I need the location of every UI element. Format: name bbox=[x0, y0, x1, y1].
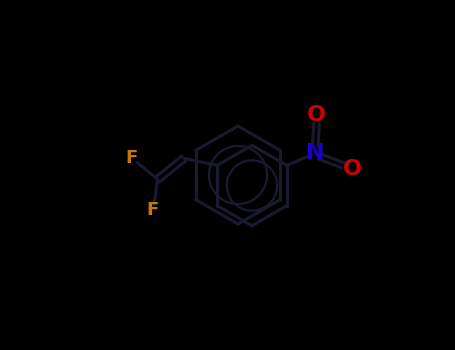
Text: F: F bbox=[125, 149, 137, 167]
Text: O: O bbox=[307, 105, 326, 125]
Text: O: O bbox=[343, 159, 362, 179]
Text: N: N bbox=[306, 143, 324, 163]
Text: F: F bbox=[146, 201, 158, 219]
